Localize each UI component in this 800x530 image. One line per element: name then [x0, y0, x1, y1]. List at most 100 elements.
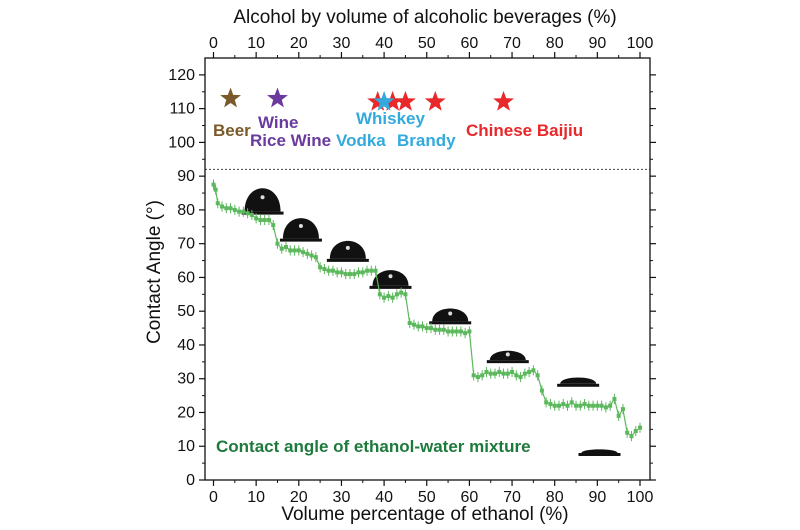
data-point [237, 209, 242, 214]
data-point [318, 265, 323, 270]
data-point [429, 326, 434, 331]
x2-tick-label: 30 [333, 35, 351, 52]
data-point [633, 429, 638, 434]
x-tick-label: 90 [588, 489, 606, 506]
data-point [335, 270, 340, 275]
beverage-stars [220, 87, 514, 111]
y-tick-label: 80 [177, 202, 195, 219]
data-point [224, 206, 229, 211]
data-point [446, 329, 451, 334]
x-tick-label: 80 [546, 489, 564, 506]
data-point [266, 218, 271, 223]
x-tick-label: 30 [333, 489, 351, 506]
data-point [480, 373, 485, 378]
y-tick-label: 120 [168, 67, 195, 84]
data-point [556, 403, 561, 408]
data-point [211, 182, 216, 187]
data-point [288, 248, 293, 253]
data-point [608, 403, 613, 408]
x2-tick-label: 0 [209, 35, 218, 52]
x-tick-label: 50 [418, 489, 436, 506]
y-tick-label: 30 [177, 371, 195, 388]
data-point [271, 223, 276, 228]
data-point [467, 329, 472, 334]
data-point [616, 413, 621, 418]
data-point [284, 245, 289, 250]
y-tick-label: 20 [177, 404, 195, 421]
beverage-star [424, 90, 446, 111]
data-point [382, 295, 387, 300]
data-point [279, 246, 284, 251]
data-point [352, 272, 357, 277]
droplet-substrate [557, 383, 600, 387]
x2-tick-label: 80 [546, 35, 564, 52]
y-tick-label: 90 [177, 168, 195, 185]
data-point [433, 327, 438, 332]
data-point [305, 251, 310, 256]
data-point [531, 368, 536, 373]
data-point [394, 292, 399, 297]
beverage-label: Wine [258, 113, 298, 132]
x-tick-label: 100 [627, 489, 654, 506]
data-point [322, 267, 327, 271]
data-point [390, 295, 395, 300]
data-point [548, 402, 553, 407]
data-point [561, 402, 566, 407]
droplet-substrate [486, 360, 529, 364]
droplet [560, 377, 597, 384]
y-axis-title: Contact Angle (°) [144, 200, 165, 344]
data-point [505, 371, 510, 376]
data-point [574, 403, 579, 408]
droplet-images [241, 188, 621, 456]
x2-tick-label: 20 [290, 35, 308, 52]
y-tick-label: 110 [169, 101, 195, 118]
data-series [211, 179, 642, 442]
data-point [578, 403, 583, 408]
beverage-star [395, 90, 416, 111]
data-point [569, 400, 574, 405]
y-tick-label: 60 [177, 269, 195, 286]
y-tick-label: 10 [177, 438, 195, 455]
data-point [373, 268, 378, 273]
data-point [386, 294, 391, 299]
data-point [603, 405, 608, 410]
data-point [347, 272, 352, 277]
data-point [514, 373, 519, 378]
data-point [254, 216, 259, 221]
data-point [450, 329, 455, 334]
data-point [586, 403, 591, 408]
data-point [454, 329, 459, 334]
beverage-star [493, 90, 514, 111]
data-point [488, 371, 493, 376]
droplet-substrate [369, 285, 412, 289]
y-tick-label: 50 [177, 303, 195, 320]
data-point [249, 212, 254, 217]
x2-tick-label: 70 [503, 35, 521, 52]
data-point [258, 218, 263, 223]
data-point [544, 400, 549, 405]
data-point [411, 322, 416, 327]
data-point [213, 187, 218, 192]
data-point [262, 218, 267, 223]
droplet-substrate [429, 321, 472, 325]
chart-annotation: Contact angle of ethanol-water mixture [216, 437, 531, 456]
beverage-label: Brandy [397, 131, 456, 150]
data-point [241, 209, 246, 214]
data-point [365, 268, 370, 273]
data-point [377, 292, 382, 297]
data-point [292, 248, 297, 253]
plot-frame [204, 57, 651, 481]
axes: 0010102020303040405050606070708080909010… [168, 35, 656, 506]
data-point [301, 250, 306, 255]
data-point [565, 403, 570, 408]
y-tick-label: 100 [168, 134, 195, 151]
data-point [599, 403, 604, 408]
droplet [581, 449, 618, 453]
x-tick-label: 40 [375, 489, 393, 506]
x-tick-label: 20 [290, 489, 308, 506]
series-line [212, 184, 641, 437]
x2-tick-label: 90 [588, 35, 606, 52]
data-point [245, 211, 250, 216]
